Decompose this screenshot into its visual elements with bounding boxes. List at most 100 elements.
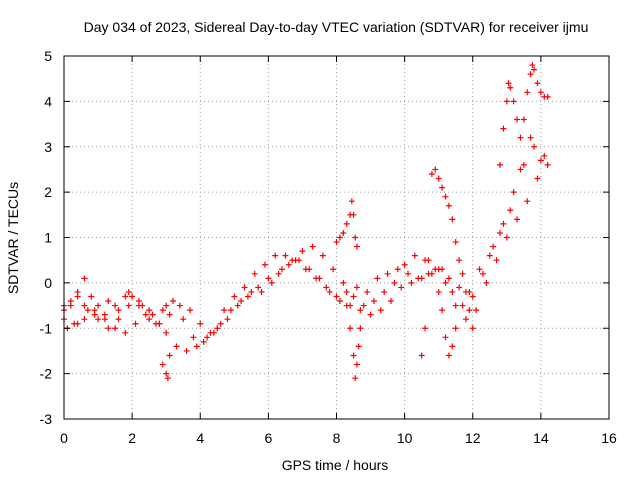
x-tick-label: 16 xyxy=(601,430,617,446)
data-point xyxy=(326,288,333,295)
data-point xyxy=(384,270,391,277)
data-point xyxy=(394,266,401,273)
data-point xyxy=(353,243,360,250)
data-point xyxy=(105,325,112,332)
data-point xyxy=(527,134,534,141)
series-track-a xyxy=(61,134,544,345)
y-tick-label: -3 xyxy=(40,411,53,427)
data-point xyxy=(193,343,200,350)
data-point xyxy=(227,307,234,314)
data-point xyxy=(411,252,418,259)
series-low-3h xyxy=(159,352,173,382)
x-tick-label: 4 xyxy=(196,430,204,446)
series-dip-11h xyxy=(435,288,459,359)
data-point xyxy=(275,270,282,277)
data-point xyxy=(265,275,272,282)
data-point xyxy=(330,266,337,273)
x-tick-label: 0 xyxy=(60,430,68,446)
data-point xyxy=(163,329,170,336)
data-point xyxy=(340,279,347,286)
y-tick-label: 5 xyxy=(44,48,52,64)
data-point xyxy=(282,252,289,259)
data-point xyxy=(347,325,354,332)
data-point xyxy=(452,325,459,332)
data-point xyxy=(544,161,551,168)
data-point xyxy=(166,311,173,318)
data-point xyxy=(316,275,323,282)
data-point xyxy=(348,198,355,205)
x-tick-label: 8 xyxy=(333,430,341,446)
data-point xyxy=(493,257,500,264)
data-point xyxy=(514,216,521,223)
data-point xyxy=(289,257,296,264)
y-tick-label: 0 xyxy=(44,275,52,291)
data-point xyxy=(537,157,544,164)
data-point xyxy=(234,302,241,309)
data-point xyxy=(425,257,432,264)
data-point xyxy=(146,307,153,314)
data-point xyxy=(350,211,357,218)
data-point xyxy=(296,257,303,264)
data-point xyxy=(428,170,435,177)
data-point xyxy=(156,320,163,327)
data-point xyxy=(374,275,381,282)
data-point xyxy=(466,307,473,314)
data-point xyxy=(74,320,81,327)
data-point xyxy=(445,352,452,359)
data-point xyxy=(364,288,371,295)
data-point xyxy=(544,93,551,100)
data-point xyxy=(272,252,279,259)
data-point xyxy=(200,338,207,345)
data-point xyxy=(353,284,360,291)
data-point xyxy=(517,134,524,141)
data-point xyxy=(432,266,439,273)
data-point xyxy=(173,343,180,350)
data-point xyxy=(497,161,503,168)
data-point xyxy=(541,152,548,159)
data-point xyxy=(520,116,527,123)
data-point xyxy=(534,175,541,182)
data-point xyxy=(357,325,364,332)
data-point xyxy=(537,89,544,96)
data-point xyxy=(112,325,119,332)
data-point xyxy=(204,334,211,341)
data-point xyxy=(524,198,531,205)
data-point xyxy=(122,293,129,300)
data-point xyxy=(452,302,459,309)
data-point xyxy=(418,352,425,359)
data-point xyxy=(105,298,112,305)
data-point xyxy=(520,161,527,168)
series-dip-8h xyxy=(343,302,364,382)
data-point xyxy=(442,193,449,200)
data-point xyxy=(146,316,153,323)
data-point xyxy=(360,302,367,309)
y-tick-label: 2 xyxy=(44,184,52,200)
data-point xyxy=(439,307,446,314)
data-point xyxy=(251,270,258,277)
data-point xyxy=(176,302,183,309)
data-point xyxy=(129,293,136,300)
data-point xyxy=(183,347,190,354)
data-point xyxy=(221,307,228,314)
data-point xyxy=(319,252,326,259)
data-point xyxy=(101,316,108,323)
data-point xyxy=(81,275,88,282)
data-point xyxy=(163,302,170,309)
data-point xyxy=(81,302,88,309)
series-peak-13h xyxy=(497,62,551,168)
data-point xyxy=(180,316,187,323)
data-point xyxy=(125,302,132,309)
data-point xyxy=(507,84,514,91)
series-track-b xyxy=(61,143,548,354)
data-point xyxy=(217,320,224,327)
data-point xyxy=(510,98,517,105)
x-tick-label: 12 xyxy=(465,430,481,446)
data-point xyxy=(164,375,171,382)
data-point xyxy=(231,293,238,300)
data-point xyxy=(261,261,268,268)
data-point xyxy=(244,293,251,300)
data-point xyxy=(445,202,452,209)
data-point xyxy=(531,143,538,150)
data-point xyxy=(122,329,129,336)
data-point xyxy=(469,293,476,300)
